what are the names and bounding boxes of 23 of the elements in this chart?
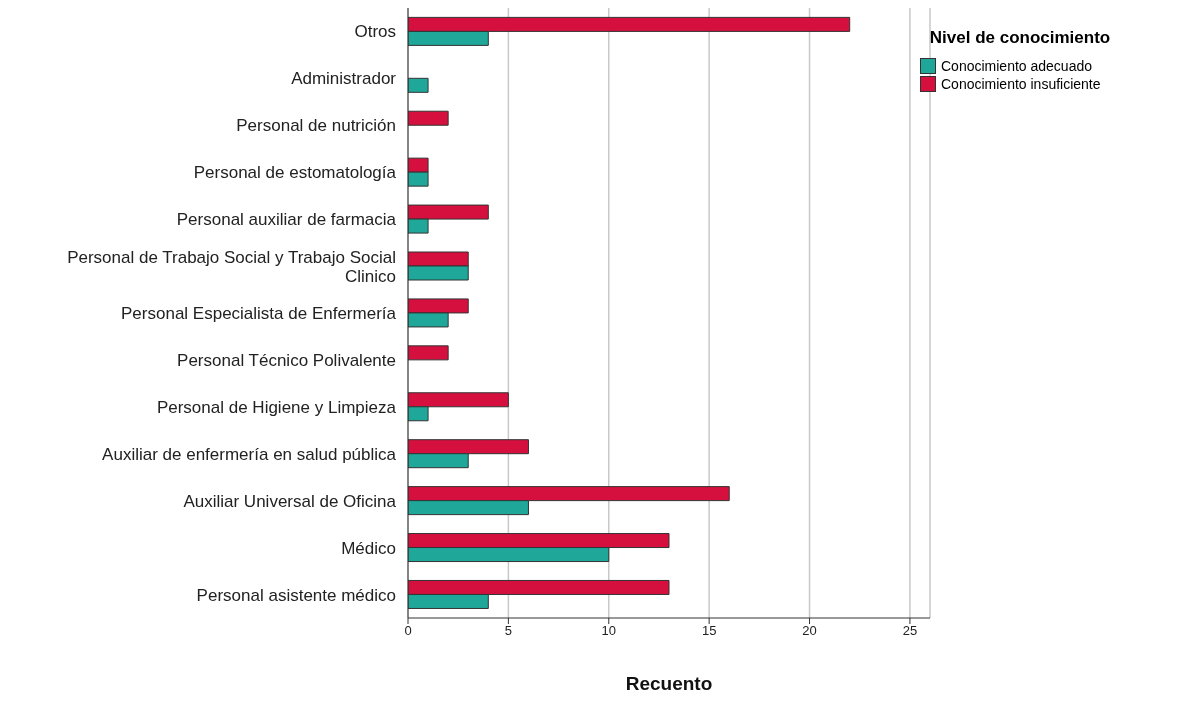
y-tick-label: Personal de Higiene y Limpieza: [156, 397, 397, 417]
x-tick-label: 10: [601, 623, 616, 639]
legend-title: Nivel de conocimiento: [928, 28, 1112, 48]
y-tick-label: Personal asistente médico: [196, 585, 396, 605]
y-tick-label: Personal Técnico Polivalente: [177, 350, 396, 370]
legend-label: Conocimiento adecuado: [941, 58, 1092, 74]
x-axis-title: Recuento: [625, 673, 713, 694]
y-tick-label: Personal de nutrición: [236, 115, 396, 135]
x-tick-label: 25: [902, 623, 918, 639]
y-tick-label: Administrador: [291, 68, 397, 88]
x-tick-label: 20: [802, 623, 817, 639]
x-tick-label: 0: [404, 623, 412, 639]
y-tick-label: Otros: [354, 21, 396, 41]
y-tick-label: Personal Especialista de Enfermería: [121, 303, 397, 323]
y-tick-label: Auxiliar de enfermería en salud pública: [102, 444, 397, 464]
x-tick-label: 5: [504, 623, 512, 639]
y-tick-label: Personal auxiliar de farmacia: [176, 209, 397, 229]
y-tick-label: Personal de estomatología: [193, 162, 397, 182]
y-tick-label: Personal de Trabajo Social y Trabajo Social Clinico: [67, 247, 396, 286]
legend-label: Conocimiento insuficiente: [941, 76, 1101, 92]
y-tick-label: Médico: [341, 538, 396, 558]
y-tick-label: Auxiliar Universal de Oficina: [183, 491, 397, 511]
x-tick-label: 15: [701, 623, 717, 639]
